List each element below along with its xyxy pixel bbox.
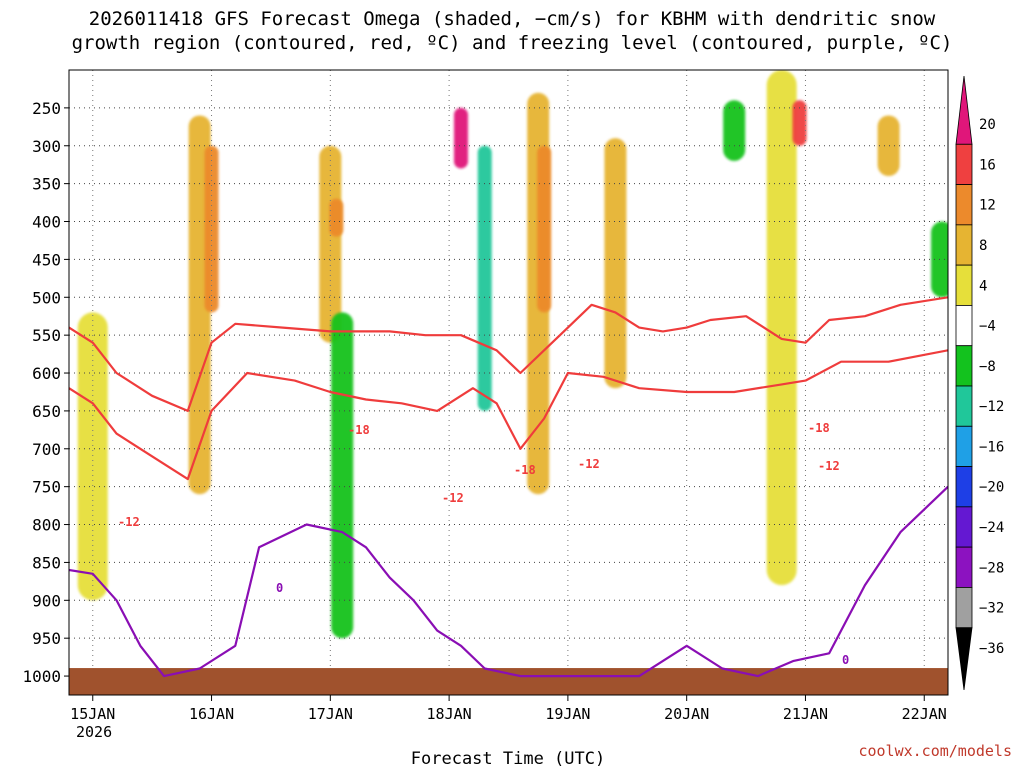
x-tick-label-1: 16JAN bbox=[189, 705, 234, 723]
omega-plume-13 bbox=[792, 100, 807, 146]
colorbar-swatch-9 bbox=[955, 466, 973, 508]
omega-plume-10 bbox=[604, 138, 627, 389]
omega-plume-11 bbox=[723, 100, 746, 161]
x-axis: 15JAN 16JAN 17JAN 18JAN 19JAN 20JAN 21JAN 22JAN bbox=[70, 695, 947, 723]
colorbar-swatch-4 bbox=[955, 264, 973, 306]
colorbar: 20 16 12 8 4 −4 −8 −12 −16 −20 −24 −28 −32 −36 bbox=[955, 75, 1004, 691]
contour-labels: -18 -18 -18 -12 -12 -12 -12 0 0 bbox=[118, 421, 849, 667]
colorbar-swatch-11 bbox=[955, 546, 973, 588]
contour-label-freezing: 0 bbox=[276, 581, 283, 595]
omega-plume-9 bbox=[537, 145, 552, 313]
omega-plume-2 bbox=[204, 145, 219, 313]
contour-label-dgz-lower-3: -12 bbox=[578, 457, 600, 471]
contour-label-freezing-2: 0 bbox=[842, 653, 849, 667]
y-tick-label-8: 650 bbox=[32, 402, 61, 421]
colorbar-swatch-10 bbox=[955, 506, 973, 548]
contour-freezing-level-0C-isotherm-hPa bbox=[69, 485, 948, 678]
y-tick-label-1: 300 bbox=[32, 137, 61, 156]
contour-label-dgz-upper-2: -18 bbox=[514, 463, 536, 477]
x-year-label: 2026 bbox=[76, 723, 112, 741]
y-tick-label-13: 900 bbox=[32, 591, 61, 610]
colorbar-label-13: −36 bbox=[979, 641, 1004, 657]
colorbar-label-5: −4 bbox=[979, 319, 996, 335]
colorbar-label-1: 16 bbox=[979, 157, 996, 173]
plot-frame bbox=[68, 69, 949, 696]
y-tick-label-10: 750 bbox=[32, 478, 61, 497]
x-tick-label-2: 17JAN bbox=[308, 705, 353, 723]
colorbar-swatch-8 bbox=[955, 425, 973, 467]
colorbar-swatch-2 bbox=[955, 184, 973, 226]
y-tick-label-14: 950 bbox=[32, 629, 61, 648]
x-axis-title: Forecast Time (UTC) bbox=[411, 749, 605, 768]
x-tick-label-0: 15JAN bbox=[70, 705, 115, 723]
contour-dgz--18C-isotherm-hPa bbox=[69, 296, 948, 412]
ground-strip bbox=[69, 668, 948, 695]
contour-label-dgz-upper-3: -18 bbox=[808, 421, 830, 435]
colorbar-label-10: −24 bbox=[979, 520, 1004, 536]
x-tick-label-4: 19JAN bbox=[545, 705, 590, 723]
y-axis: 250 300 350 400 450 500 550 600 650 700 750 800 850 9… bbox=[22, 99, 69, 686]
y-tick-label-15: 1000 bbox=[22, 667, 61, 686]
colorbar-top-arrow bbox=[955, 75, 973, 145]
y-tick-label-0: 250 bbox=[32, 99, 61, 118]
y-tick-label-4: 450 bbox=[32, 250, 61, 269]
x-tick-label-3: 18JAN bbox=[427, 705, 472, 723]
contour-label-dgz-lower: -12 bbox=[118, 515, 140, 529]
contour-label-dgz-lower-4: -12 bbox=[818, 459, 840, 473]
colorbar-label-11: −28 bbox=[979, 560, 1004, 576]
omega-plume-5 bbox=[331, 312, 354, 639]
contour-dgz--12C-isotherm-hPa bbox=[69, 349, 948, 481]
y-tick-label-6: 550 bbox=[32, 326, 61, 345]
y-tick-label-7: 600 bbox=[32, 364, 61, 383]
colorbar-bottom-arrow bbox=[955, 627, 973, 691]
colorbar-label-2: 12 bbox=[979, 198, 996, 214]
colorbar-swatch-5 bbox=[955, 305, 973, 347]
omega-plume-6 bbox=[453, 107, 468, 169]
y-tick-label-9: 700 bbox=[32, 440, 61, 459]
x-tick-label-6: 21JAN bbox=[783, 705, 828, 723]
colorbar-label-9: −20 bbox=[979, 480, 1004, 496]
omega-plume-12 bbox=[766, 70, 797, 586]
contour-label-dgz-lower-2: -12 bbox=[442, 491, 464, 505]
colorbar-swatch-12 bbox=[955, 587, 973, 629]
y-tick-label-3: 400 bbox=[32, 213, 61, 232]
omega-plume-3 bbox=[319, 145, 342, 343]
omega-plume-14 bbox=[877, 115, 900, 177]
colorbar-label-6: −8 bbox=[979, 359, 996, 375]
colorbar-label-3: 8 bbox=[979, 238, 987, 254]
contour-label-dgz-upper: -18 bbox=[348, 423, 370, 437]
grid bbox=[69, 70, 948, 695]
colorbar-label-12: −32 bbox=[979, 601, 1004, 617]
x-tick-label-7: 22JAN bbox=[902, 705, 947, 723]
credit-label: coolwx.com/models bbox=[858, 742, 1012, 760]
omega-plume-0 bbox=[77, 312, 108, 601]
contours bbox=[69, 296, 948, 678]
colorbar-label-4: 4 bbox=[979, 278, 987, 294]
colorbar-label-7: −12 bbox=[979, 399, 1004, 415]
colorbar-swatch-7 bbox=[955, 385, 973, 427]
omega-plume-7 bbox=[477, 145, 492, 411]
colorbar-swatch-1 bbox=[955, 143, 973, 185]
y-tick-label-5: 500 bbox=[32, 288, 61, 307]
chart-title-line-2: growth region (contoured, red, ºC) and f… bbox=[71, 32, 953, 54]
chart-title-line-1: 2026011418 GFS Forecast Omega (shaded, −… bbox=[88, 8, 936, 30]
ground-layer bbox=[69, 668, 948, 695]
colorbar-label-8: −16 bbox=[979, 439, 1004, 455]
omega-plume-4 bbox=[329, 198, 344, 237]
colorbar-label-0: 20 bbox=[979, 117, 996, 133]
y-tick-label-11: 800 bbox=[32, 516, 61, 535]
y-tick-label-12: 850 bbox=[32, 553, 61, 572]
x-tick-label-5: 20JAN bbox=[664, 705, 709, 723]
colorbar-swatch-3 bbox=[955, 224, 973, 266]
y-tick-label-2: 350 bbox=[32, 175, 61, 194]
colorbar-swatch-6 bbox=[955, 345, 973, 387]
